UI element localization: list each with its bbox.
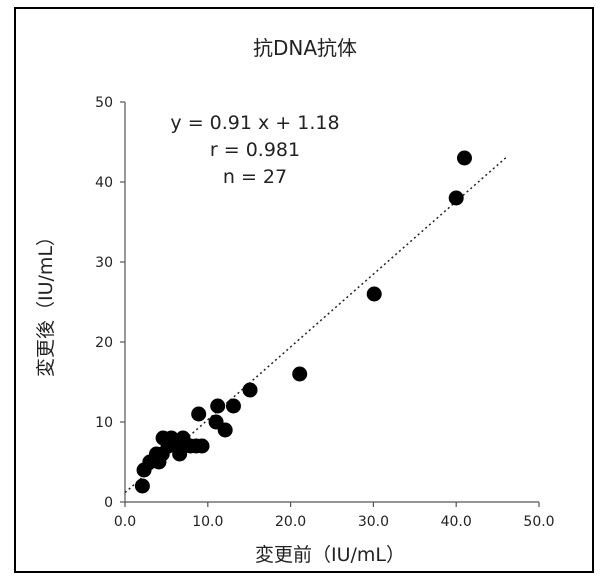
annotation-text: y = 0.91 x + 1.18	[170, 112, 339, 134]
y-tick-label: 40	[95, 175, 113, 191]
y-tick-label: 10	[95, 415, 113, 431]
y-tick-group: 0 10 20 30 40 50	[95, 95, 125, 511]
data-point	[172, 446, 188, 462]
x-tick-label: 20.0	[275, 514, 306, 530]
y-tick-label: 50	[95, 95, 113, 111]
data-points	[134, 150, 472, 494]
chart-frame	[14, 7, 594, 573]
data-point	[242, 382, 258, 398]
x-tick-label: 10.0	[192, 514, 223, 530]
y-axis-title: 変更後（IU/mL）	[35, 227, 57, 377]
data-point	[225, 398, 241, 414]
x-tick-label: 50.0	[523, 514, 554, 530]
data-point	[194, 438, 210, 454]
data-point	[210, 398, 226, 414]
x-tick-group: 0.0 10.0 20.0 30.0 40.0 50.0	[114, 502, 555, 530]
x-tick-label: 40.0	[441, 514, 472, 530]
annotation-text: r = 0.981	[210, 139, 300, 161]
data-point	[448, 190, 464, 206]
annotation-group: y = 0.91 x + 1.18 r = 0.981 n = 27	[170, 112, 339, 188]
y-tick-label: 30	[95, 255, 113, 271]
y-tick-label: 20	[95, 335, 113, 351]
data-point	[217, 422, 233, 438]
data-point	[134, 478, 150, 494]
x-axis-title: 変更前（IU/mL）	[255, 544, 405, 566]
data-point	[191, 406, 207, 422]
chart-title: 抗DNA抗体	[253, 36, 357, 60]
annotation-text: n = 27	[223, 166, 287, 188]
data-point	[456, 150, 472, 166]
data-point	[366, 286, 382, 302]
x-tick-label: 30.0	[358, 514, 389, 530]
x-tick-label: 0.0	[114, 514, 136, 530]
data-point	[292, 366, 308, 382]
y-tick-label: 0	[104, 495, 113, 511]
